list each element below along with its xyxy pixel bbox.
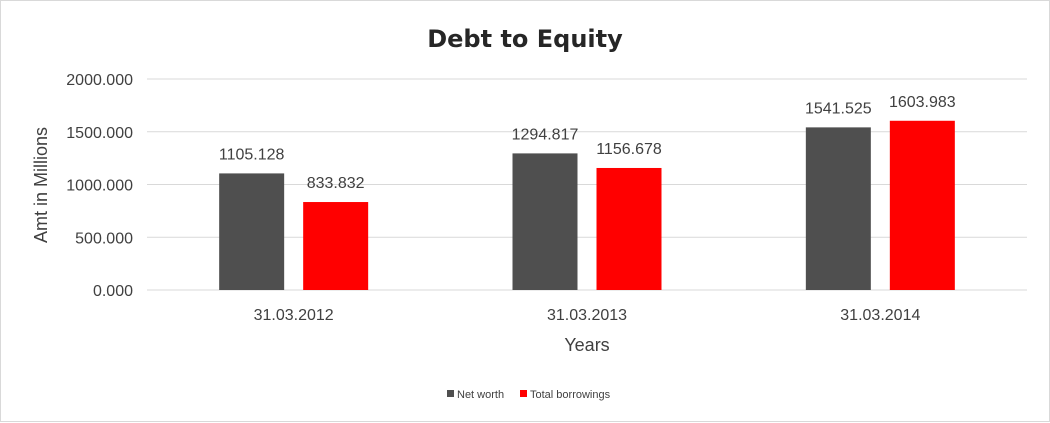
data-labels: 1105.128 833.832 1294.817 1156.678 1541.525 1… [219, 94, 956, 192]
y-tick-label: 500.000 [75, 230, 133, 247]
x-axis-label: Years [564, 335, 609, 355]
data-label: 1156.678 [596, 141, 662, 158]
legend-label: Total borrowings [530, 389, 611, 401]
x-tick-label: 31.03.2014 [840, 307, 920, 324]
y-tick-label: 1000.000 [66, 178, 133, 195]
x-tick-label: 31.03.2012 [254, 307, 334, 324]
legend-swatch [447, 390, 454, 397]
x-tick-label: 31.03.2013 [547, 307, 627, 324]
data-label: 1105.128 [219, 146, 285, 163]
bar-net-worth [512, 153, 578, 290]
data-label: 833.832 [307, 175, 365, 192]
gridlines [147, 78, 1027, 291]
y-tick-label: 2000.000 [66, 72, 133, 89]
legend: Net worth Total borrowings [447, 389, 611, 401]
bars [219, 120, 955, 291]
legend-swatch [520, 390, 527, 397]
bar-net-worth [805, 127, 871, 290]
data-label: 1603.983 [889, 94, 956, 111]
data-label: 1294.817 [512, 126, 579, 143]
y-tick-label: 0.000 [93, 283, 133, 300]
x-axis-ticks: 31.03.2012 31.03.2013 31.03.2014 [254, 307, 921, 324]
chart-title: Debt to Equity [427, 25, 623, 53]
bar-total-borrowings [303, 202, 369, 290]
bar-total-borrowings [596, 167, 662, 290]
data-label: 1541.525 [805, 100, 872, 117]
y-axis-label: Amt in Millions [31, 127, 51, 243]
y-tick-label: 1500.000 [66, 125, 133, 142]
y-axis-ticks: 0.000 500.000 1000.000 1500.000 2000.000 [66, 72, 133, 300]
bar-net-worth [219, 173, 285, 290]
bar-total-borrowings [889, 120, 955, 291]
legend-label: Net worth [457, 389, 504, 401]
